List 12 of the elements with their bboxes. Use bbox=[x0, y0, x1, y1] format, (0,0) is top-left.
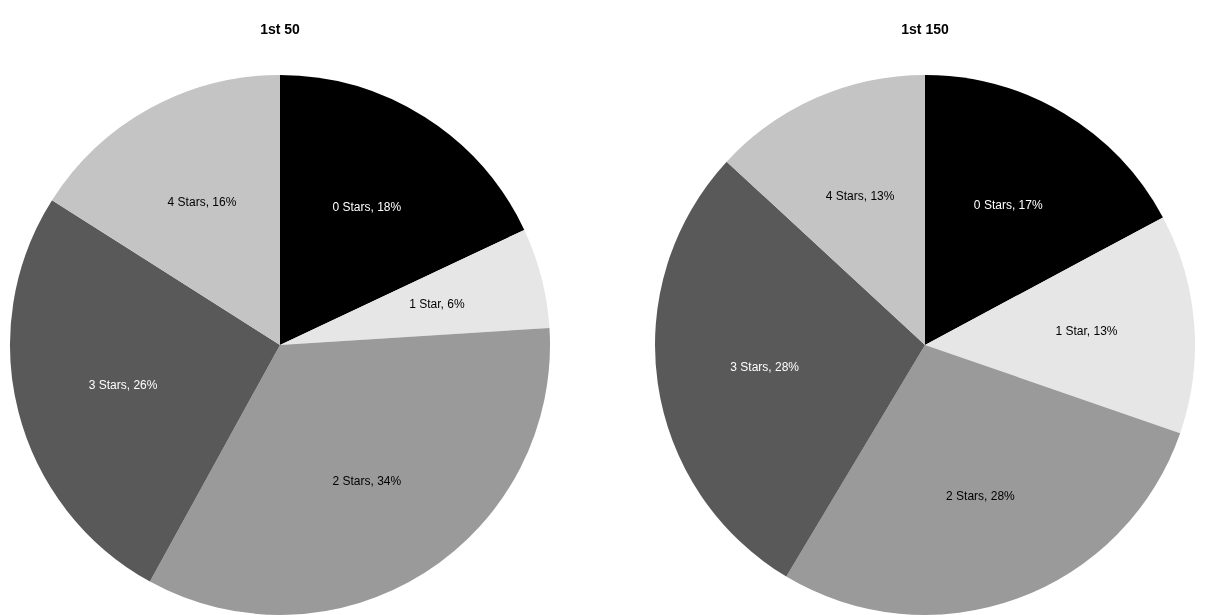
slice-label: 1 Star, 13% bbox=[1054, 324, 1118, 339]
slice-label: 4 Stars, 13% bbox=[825, 188, 895, 203]
slice-label: 2 Stars, 28% bbox=[945, 489, 1015, 504]
slice-label: 0 Stars, 17% bbox=[973, 198, 1043, 213]
slice-label: 3 Stars, 26% bbox=[88, 377, 158, 392]
slice-label: 3 Stars, 28% bbox=[729, 360, 799, 375]
chart-title: 1st 50 bbox=[260, 21, 301, 38]
slice-label: 0 Stars, 18% bbox=[332, 200, 402, 215]
slice-label: 2 Stars, 34% bbox=[332, 473, 402, 488]
chart-title: 1st 150 bbox=[900, 21, 949, 38]
slice-label: 4 Stars, 16% bbox=[167, 195, 237, 210]
slice-label: 1 Star, 6% bbox=[409, 296, 465, 311]
